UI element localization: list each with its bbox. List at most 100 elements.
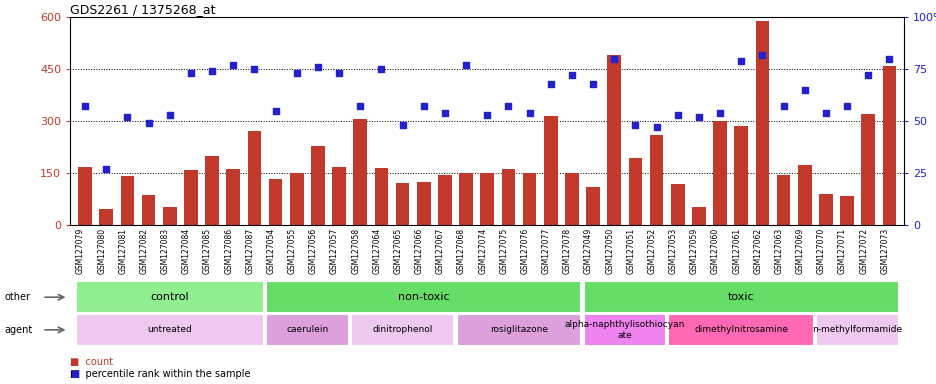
Bar: [437, 175, 451, 225]
Point: [120, 114, 135, 120]
Point: [268, 108, 283, 114]
FancyBboxPatch shape: [350, 314, 454, 346]
Bar: [586, 187, 599, 225]
Point: [416, 103, 431, 109]
Point: [733, 58, 748, 64]
Text: GSM127077: GSM127077: [541, 228, 550, 274]
Text: dimethylnitrosamine: dimethylnitrosamine: [694, 325, 787, 334]
Point: [563, 72, 578, 78]
Text: GSM127076: GSM127076: [520, 228, 529, 274]
Text: control: control: [151, 292, 189, 302]
Point: [373, 66, 388, 72]
Text: ■: ■: [70, 369, 80, 379]
Point: [458, 62, 473, 68]
Bar: [332, 167, 345, 225]
Text: GSM127055: GSM127055: [287, 228, 297, 274]
Text: GSM127075: GSM127075: [499, 228, 508, 274]
Point: [627, 122, 642, 128]
Text: alpha-naphthylisothiocyan
ate: alpha-naphthylisothiocyan ate: [564, 320, 684, 339]
Point: [289, 70, 304, 76]
Text: GSM127080: GSM127080: [97, 228, 106, 274]
FancyBboxPatch shape: [76, 281, 264, 313]
Point: [669, 112, 684, 118]
Bar: [480, 174, 493, 225]
Point: [437, 109, 452, 116]
Point: [543, 81, 558, 87]
Point: [226, 62, 241, 68]
Text: GSM127068: GSM127068: [457, 228, 465, 274]
Bar: [417, 182, 431, 225]
Bar: [607, 55, 621, 225]
Point: [521, 109, 536, 116]
Point: [204, 68, 219, 74]
Point: [585, 81, 600, 87]
Point: [649, 124, 664, 130]
Text: GSM127067: GSM127067: [435, 228, 445, 274]
Point: [501, 103, 516, 109]
Bar: [227, 169, 240, 225]
Text: GSM127059: GSM127059: [689, 228, 698, 274]
Text: GSM127061: GSM127061: [731, 228, 740, 274]
Bar: [99, 209, 113, 225]
Text: GSM127057: GSM127057: [329, 228, 339, 274]
Text: rosiglitazone: rosiglitazone: [490, 325, 548, 334]
Text: GSM127078: GSM127078: [563, 228, 571, 274]
Text: GSM127054: GSM127054: [267, 228, 275, 274]
FancyBboxPatch shape: [76, 314, 264, 346]
Point: [860, 72, 875, 78]
Text: GSM127064: GSM127064: [372, 228, 381, 274]
Bar: [183, 170, 197, 225]
Point: [162, 112, 177, 118]
Bar: [797, 165, 811, 225]
Point: [775, 103, 790, 109]
Text: GSM127071: GSM127071: [837, 228, 846, 274]
Bar: [543, 116, 557, 225]
Point: [711, 109, 726, 116]
Point: [310, 64, 325, 70]
Text: n-methylformamide: n-methylformamide: [812, 325, 901, 334]
Bar: [628, 158, 641, 225]
Text: GSM127085: GSM127085: [203, 228, 212, 274]
FancyBboxPatch shape: [583, 281, 898, 313]
Text: GSM127051: GSM127051: [626, 228, 635, 274]
Text: GSM127070: GSM127070: [816, 228, 825, 274]
FancyBboxPatch shape: [815, 314, 898, 346]
Bar: [818, 194, 832, 225]
Bar: [395, 183, 409, 225]
Bar: [670, 184, 684, 225]
Text: GSM127073: GSM127073: [880, 228, 888, 274]
FancyBboxPatch shape: [456, 314, 581, 346]
Text: GSM127052: GSM127052: [647, 228, 656, 274]
Text: GSM127072: GSM127072: [858, 228, 868, 274]
Text: GSM127053: GSM127053: [668, 228, 677, 274]
Bar: [712, 121, 726, 225]
Text: untreated: untreated: [147, 325, 192, 334]
Bar: [776, 175, 790, 225]
Point: [817, 109, 832, 116]
Text: GSM127074: GSM127074: [477, 228, 487, 274]
Text: GSM127087: GSM127087: [245, 228, 255, 274]
Text: agent: agent: [5, 325, 33, 335]
Point: [183, 70, 198, 76]
Text: toxic: toxic: [727, 292, 753, 302]
Bar: [692, 207, 705, 225]
Text: GSM127050: GSM127050: [605, 228, 614, 274]
Point: [607, 56, 622, 62]
Bar: [459, 174, 473, 225]
Bar: [522, 174, 536, 225]
Text: GSM127069: GSM127069: [795, 228, 804, 274]
Text: GSM127049: GSM127049: [583, 228, 592, 274]
Bar: [247, 131, 261, 225]
FancyBboxPatch shape: [667, 314, 813, 346]
Point: [881, 56, 896, 62]
Point: [754, 51, 769, 58]
Point: [247, 66, 262, 72]
Text: GSM127058: GSM127058: [351, 228, 359, 274]
Bar: [289, 174, 303, 225]
Text: GSM127082: GSM127082: [139, 228, 149, 273]
Text: GSM127060: GSM127060: [710, 228, 719, 274]
Bar: [163, 207, 177, 225]
Text: ■  percentile rank within the sample: ■ percentile rank within the sample: [70, 369, 251, 379]
FancyBboxPatch shape: [266, 281, 581, 313]
Text: GSM127081: GSM127081: [118, 228, 127, 273]
